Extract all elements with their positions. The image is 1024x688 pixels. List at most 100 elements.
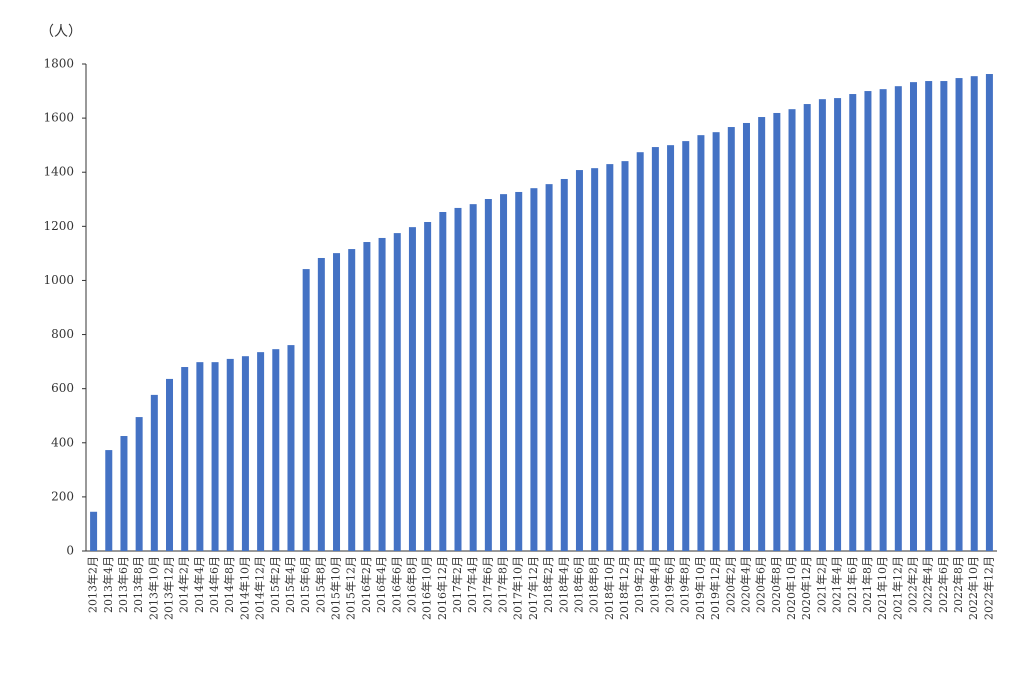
x-tick-label: 2020年12月 (799, 556, 813, 620)
bar (803, 104, 811, 551)
x-tick-label: 2013年10月 (146, 556, 160, 620)
x-tick-label: 2015年2月 (268, 556, 282, 613)
bar (181, 367, 189, 551)
bar (196, 362, 204, 551)
bar (849, 94, 857, 551)
x-tick-label: 2018年12月 (617, 556, 631, 620)
bar (257, 352, 265, 551)
y-tick-label: 0 (66, 544, 74, 558)
bar (530, 188, 538, 551)
x-tick-label: 2014年10月 (237, 556, 251, 620)
y-tick-label: 1600 (43, 111, 74, 125)
x-tick-label: 2013年6月 (116, 556, 130, 613)
bar (636, 152, 644, 551)
x-tick-label: 2021年6月 (845, 556, 859, 613)
x-tick-label: 2014年4月 (192, 556, 206, 613)
x-tick-label: 2022年12月 (981, 556, 995, 620)
x-tick-label: 2015年8月 (313, 556, 327, 613)
x-tick-label: 2013年12月 (162, 556, 176, 620)
x-tick-label: 2015年12月 (344, 556, 358, 620)
x-tick-label: 2021年4月 (830, 556, 844, 613)
x-tick-label: 2019年2月 (632, 556, 646, 613)
x-tick-label: 2022年10月 (966, 556, 980, 620)
x-tick-label: 2016年8月 (404, 556, 418, 613)
x-tick-label: 2018年4月 (556, 556, 570, 613)
x-tick-label: 2013年4月 (101, 556, 115, 613)
bar (378, 237, 386, 551)
x-tick-label: 2014年8月 (222, 556, 236, 613)
x-tick-label: 2019年12月 (708, 556, 722, 620)
x-tick-label: 2022年2月 (905, 556, 919, 613)
bar (970, 76, 978, 552)
x-tick-label: 2022年4月 (921, 556, 935, 613)
bar (834, 98, 842, 551)
bar (560, 178, 568, 551)
x-tick-label: 2017年12月 (526, 556, 540, 620)
x-tick-label: 2021年12月 (890, 556, 904, 620)
bar (985, 74, 993, 551)
x-tick-label: 2015年6月 (298, 556, 312, 613)
x-tick-label: 2018年2月 (541, 556, 555, 613)
bar (621, 161, 629, 551)
y-tick-label: 1400 (43, 165, 74, 179)
y-tick-label: 1200 (43, 219, 74, 233)
bar (120, 436, 128, 551)
bar (317, 257, 325, 551)
y-axis-unit: （人） (40, 24, 82, 40)
bar (90, 511, 98, 551)
bar (909, 82, 917, 551)
bar (454, 207, 462, 552)
x-tick-label: 2016年2月 (359, 556, 373, 613)
bar (940, 81, 948, 552)
bar (818, 99, 826, 551)
x-tick-label: 2020年2月 (723, 556, 737, 613)
x-tick-label: 2019年6月 (663, 556, 677, 613)
x-tick-label: 2022年6月 (936, 556, 950, 613)
bar (879, 89, 887, 551)
bar (864, 91, 872, 552)
bar (393, 233, 401, 551)
bar (697, 135, 705, 551)
y-tick-label: 800 (51, 327, 74, 341)
x-tick-label: 2017年8月 (496, 556, 510, 613)
x-tick-label: 2016年10月 (420, 556, 434, 620)
x-tick-label: 2021年2月 (814, 556, 828, 613)
bar (515, 191, 523, 551)
bar (272, 349, 280, 551)
x-tick-label: 2019年8月 (678, 556, 692, 613)
bar (500, 194, 508, 552)
bar (302, 269, 310, 551)
x-tick-label: 2017年10月 (511, 556, 525, 620)
x-tick-label: 2017年2月 (450, 556, 464, 613)
bar (682, 141, 690, 551)
bar (575, 170, 583, 551)
bar (211, 362, 219, 551)
bar (484, 199, 492, 552)
x-tick-label: 2014年2月 (177, 556, 191, 613)
bar (606, 164, 614, 551)
bar (651, 147, 659, 552)
bar (408, 227, 416, 551)
x-tick-label: 2015年10月 (329, 556, 343, 620)
x-tick-label: 2018年10月 (602, 556, 616, 620)
x-tick-label: 2017年6月 (480, 556, 494, 613)
x-tick-label: 2019年10月 (693, 556, 707, 620)
bar (348, 249, 356, 551)
x-tick-label: 2018年8月 (587, 556, 601, 613)
bar (333, 253, 341, 551)
x-tick-label: 2013年8月 (131, 556, 145, 613)
y-tick-label: 1000 (43, 273, 74, 287)
x-tick-label: 2016年4月 (374, 556, 388, 613)
bar (469, 204, 477, 552)
bar (727, 127, 735, 552)
bar (150, 394, 158, 551)
x-tick-label: 2021年8月 (860, 556, 874, 613)
x-tick-label: 2016年6月 (389, 556, 403, 613)
bar (363, 242, 371, 551)
bar (241, 356, 249, 551)
x-tick-label: 2014年12月 (253, 556, 267, 620)
x-tick-label: 2016年12月 (435, 556, 449, 620)
x-tick-label: 2020年4月 (738, 556, 752, 613)
x-tick-label: 2022年8月 (951, 556, 965, 613)
